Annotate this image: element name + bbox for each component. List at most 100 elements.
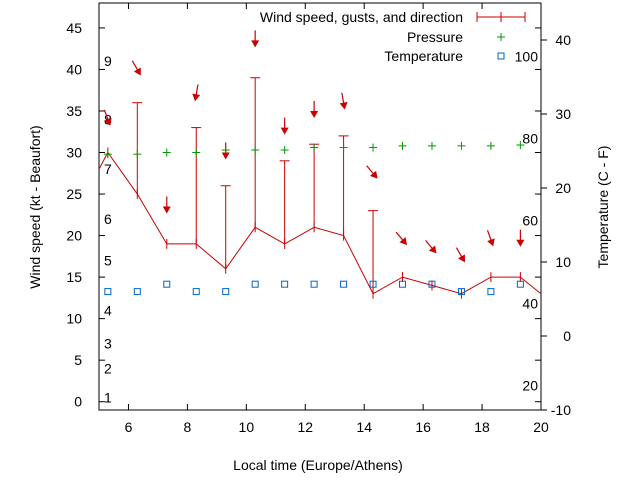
temperature-point — [399, 280, 407, 288]
x-tick-label: 6 — [125, 419, 133, 435]
y-tick-label: 20 — [66, 228, 82, 244]
arrow-head — [487, 238, 495, 247]
wind-direction-arrow — [162, 196, 171, 214]
wind-direction-arrow — [310, 100, 319, 118]
beaufort-label: 2 — [104, 360, 112, 376]
pressure-point — [280, 146, 289, 155]
arrow-head — [162, 206, 171, 214]
wind-direction-arrow — [280, 117, 289, 135]
pressure-point — [133, 150, 142, 159]
arrow-head — [251, 40, 260, 48]
y2-tick-label: -10 — [551, 402, 571, 418]
arrow-head — [428, 245, 437, 254]
beaufort-label: 6 — [104, 211, 112, 227]
fahrenheit-label: 80 — [522, 130, 538, 146]
plot-area — [98, 2, 542, 411]
beaufort-label: 9 — [104, 53, 112, 69]
arrow-head — [399, 237, 408, 246]
wind-direction-arrow — [103, 109, 112, 126]
pressure-point — [339, 143, 348, 152]
temperature-point — [487, 288, 495, 296]
arrow-head — [457, 254, 465, 263]
legend-label-wind: Wind speed, gusts, and direction — [260, 9, 463, 25]
y-tick-label: 40 — [66, 61, 82, 77]
x-tick-label: 16 — [415, 419, 431, 435]
pressure-point — [457, 141, 466, 150]
y2-tick-label: 40 — [555, 32, 571, 48]
y-tick-label: 45 — [66, 20, 82, 36]
fahrenheit-label: 20 — [522, 378, 538, 394]
pressure-point — [192, 148, 201, 157]
wind-direction-arrow — [425, 239, 437, 254]
pressure-point — [162, 148, 171, 157]
x-tick-label: 8 — [184, 419, 192, 435]
arrow-head — [280, 127, 289, 135]
temperature-point — [104, 288, 112, 296]
temperature-point — [222, 288, 230, 296]
wind-direction-arrow — [366, 165, 378, 179]
y-axis-label: Wind speed (kt - Beaufort) — [27, 125, 43, 288]
y-tick-label: 0 — [74, 394, 82, 410]
arrow-head — [192, 93, 201, 102]
y-tick-label: 5 — [74, 352, 82, 368]
y-tick-label: 30 — [66, 145, 82, 161]
y2-tick-label: 10 — [555, 254, 571, 270]
arrow-head — [133, 67, 141, 76]
pressure-point — [310, 143, 319, 152]
y2-tick-label: 20 — [555, 180, 571, 196]
wind-direction-arrow — [251, 30, 260, 48]
legend-label-pressure: Pressure — [407, 29, 463, 45]
x-tick-label: 10 — [239, 419, 255, 435]
pressure-point — [486, 141, 495, 150]
temperature-point — [457, 288, 465, 296]
temperature-point — [133, 288, 141, 296]
y2-tick-label: 0 — [563, 328, 571, 344]
pressure-point — [427, 141, 436, 150]
x-tick-label: 20 — [533, 419, 549, 435]
wind-direction-arrow — [516, 229, 525, 247]
arrow-head — [516, 239, 525, 247]
temperature-point — [340, 280, 348, 288]
beaufort-label: 4 — [104, 302, 112, 318]
temperature-point — [163, 280, 171, 288]
x-tick-label: 14 — [356, 419, 372, 435]
temperature-point — [251, 280, 259, 288]
wind-direction-arrow — [455, 247, 465, 263]
temperature-point — [281, 280, 289, 288]
beaufort-label: 1 — [104, 390, 112, 406]
pressure-point — [369, 143, 378, 152]
fahrenheit-label: 60 — [522, 213, 538, 229]
y-tick-label: 35 — [66, 103, 82, 119]
y2-tick-label: 30 — [555, 106, 571, 122]
pressure-point — [221, 146, 230, 155]
arrow-head — [221, 152, 230, 160]
wind-direction-arrow — [339, 92, 348, 110]
temperature-point — [428, 280, 436, 288]
wind-direction-arrow — [486, 230, 495, 247]
temperature-point — [310, 280, 318, 288]
fahrenheit-label: 40 — [522, 295, 538, 311]
y-tick-label: 10 — [66, 311, 82, 327]
pressure-point — [103, 150, 112, 159]
legend: Wind speed, gusts, and direction Pressur… — [260, 9, 526, 64]
arrow-head — [310, 110, 319, 118]
y-tick-label: 25 — [66, 186, 82, 202]
wind-direction-arrow — [192, 84, 201, 102]
arrow-head — [369, 170, 378, 179]
pressure-point — [398, 141, 407, 150]
fahrenheit-label: 100 — [515, 48, 539, 64]
beaufort-label: 5 — [104, 252, 112, 268]
pressure-point — [251, 146, 260, 155]
beaufort-label: 7 — [104, 161, 112, 177]
y-tick-label: 15 — [66, 269, 82, 285]
pressure-point — [516, 141, 525, 150]
wind-direction-arrow — [395, 231, 408, 246]
arrow-head — [104, 117, 112, 126]
y2-axis-label: Temperature (C - F) — [595, 146, 611, 269]
temperature-point — [192, 288, 200, 296]
x-tick-label: 18 — [474, 419, 490, 435]
wind-direction-arrow — [131, 60, 141, 76]
x-axis-label: Local time (Europe/Athens) — [233, 457, 403, 473]
